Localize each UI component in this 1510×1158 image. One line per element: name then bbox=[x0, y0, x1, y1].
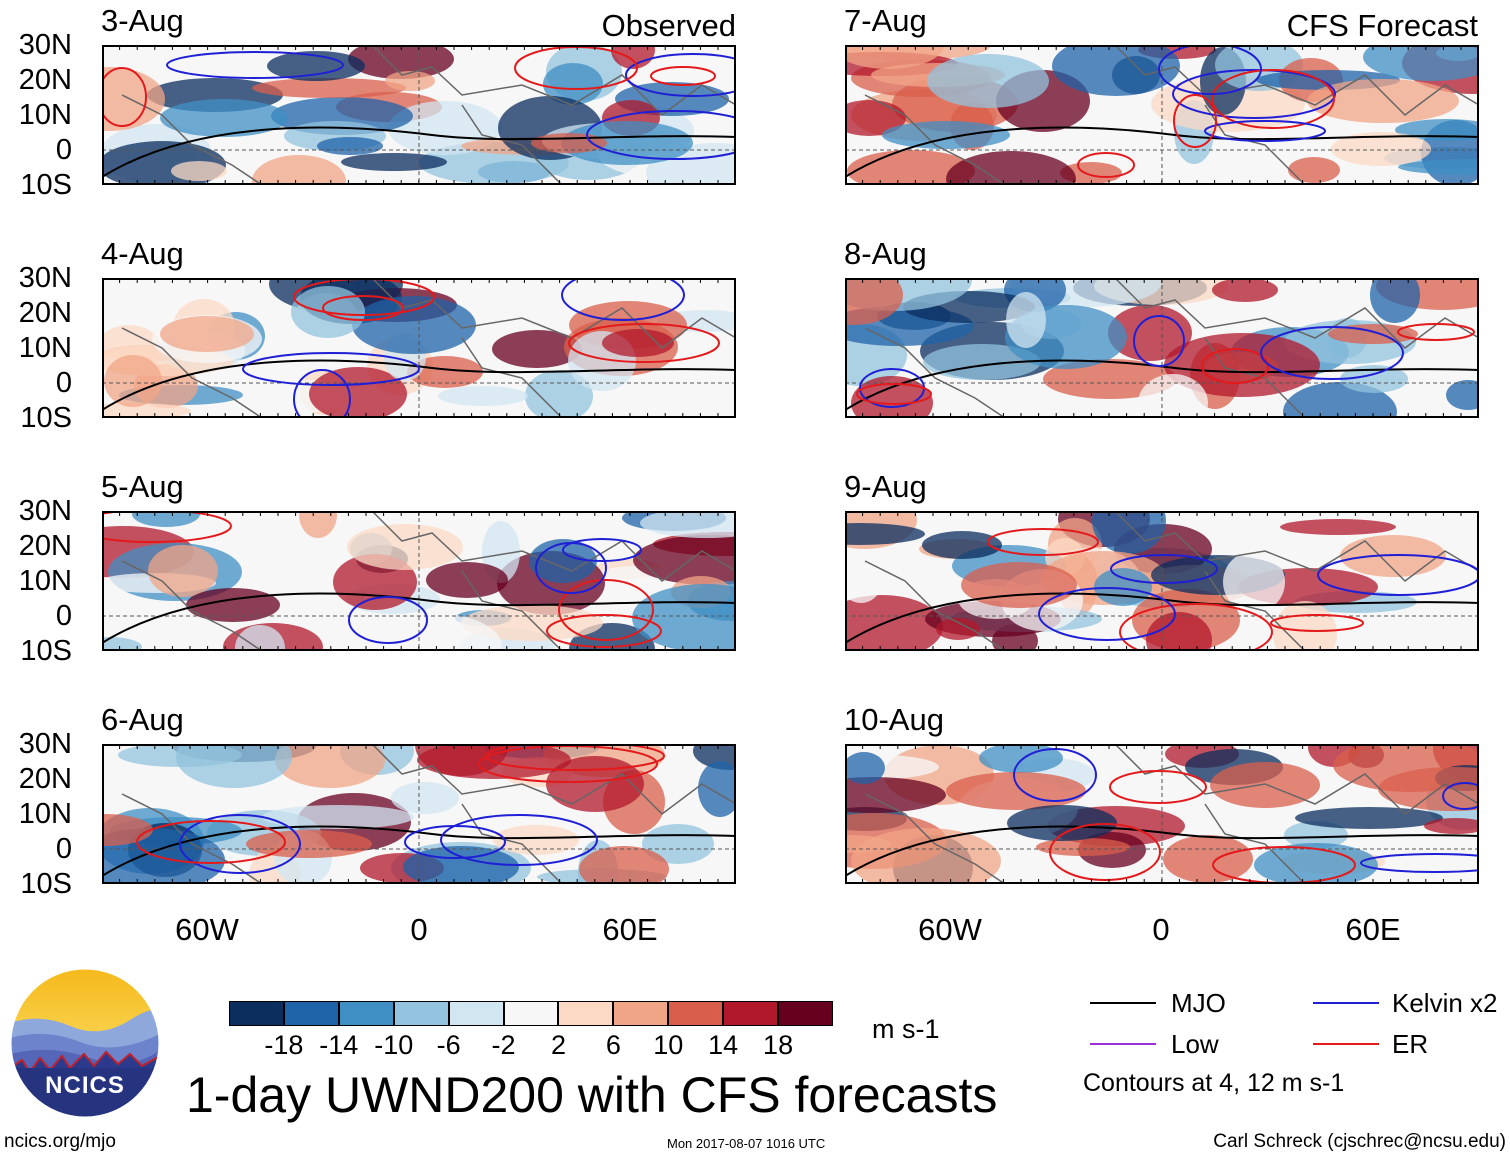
colorbar-swatch bbox=[283, 1001, 339, 1026]
logo-text: NCICS bbox=[45, 1072, 125, 1099]
colorbar-units: m s-1 bbox=[872, 1014, 940, 1044]
y-tick-label: 0 bbox=[55, 833, 72, 865]
ncics-logo: NCICS bbox=[10, 968, 160, 1118]
map-panel bbox=[102, 278, 736, 418]
colorbar-tick-label: -2 bbox=[491, 1030, 516, 1060]
map-panel bbox=[845, 278, 1479, 418]
y-tick-label: 30N bbox=[18, 262, 72, 294]
colorbar-swatch bbox=[613, 1001, 669, 1026]
footer-url: ncics.org/mjo bbox=[4, 1131, 116, 1152]
x-tick-60e-left: 60E bbox=[602, 912, 658, 947]
observed-label: Observed bbox=[601, 8, 736, 43]
panel-date-label: 10-Aug bbox=[844, 702, 944, 737]
y-tick-label: 10S bbox=[20, 868, 72, 900]
colorbar-tick-label: 10 bbox=[653, 1030, 684, 1060]
colorbar-swatch bbox=[448, 1001, 504, 1026]
y-tick-label: 0 bbox=[55, 600, 72, 632]
y-tick-label: 10N bbox=[18, 99, 72, 131]
legend-low-label: Low bbox=[1171, 1029, 1219, 1059]
y-tick-label: 20N bbox=[18, 530, 72, 562]
y-tick-label: 10S bbox=[20, 635, 72, 667]
colorbar-tick-label: -6 bbox=[436, 1030, 461, 1060]
legend-mjo-line bbox=[1090, 1002, 1156, 1004]
panel-date-label: 9-Aug bbox=[844, 469, 927, 504]
y-tick-label: 10N bbox=[18, 332, 72, 364]
map-panel bbox=[845, 511, 1479, 651]
chart-title: 1-day UWND200 with CFS forecasts bbox=[186, 1067, 998, 1123]
x-tick-60w-left: 60W bbox=[175, 912, 239, 947]
y-tick-label: 0 bbox=[55, 134, 72, 166]
legend-kelvin-line bbox=[1313, 1002, 1379, 1004]
y-tick-label: 10S bbox=[20, 402, 72, 434]
y-tick-label: 30N bbox=[18, 728, 72, 760]
x-tick-60e-right: 60E bbox=[1345, 912, 1401, 947]
legend-mjo-label: MJO bbox=[1171, 988, 1226, 1018]
legend-er-label: ER bbox=[1392, 1029, 1429, 1059]
y-tick-label: 30N bbox=[18, 495, 72, 527]
panel-date-label: 3-Aug bbox=[101, 3, 184, 38]
x-tick-0-left: 0 bbox=[410, 912, 428, 947]
colorbar-tick-label: -14 bbox=[319, 1030, 359, 1060]
panel-date-label: 4-Aug bbox=[101, 236, 184, 271]
cfs-forecast-label: CFS Forecast bbox=[1286, 8, 1478, 43]
y-tick-label: 20N bbox=[18, 763, 72, 795]
colorbar-swatch bbox=[778, 1001, 833, 1026]
panel-date-label: 6-Aug bbox=[101, 702, 184, 737]
colorbar-tick-label: 14 bbox=[708, 1030, 739, 1060]
footer-author: Carl Schreck (cjschrec@ncsu.edu) bbox=[1213, 1131, 1506, 1152]
map-panel bbox=[102, 45, 736, 185]
map-panel bbox=[845, 744, 1479, 884]
colorbar-swatch bbox=[503, 1001, 559, 1026]
legend-note: Contours at 4, 12 m s-1 bbox=[1083, 1069, 1345, 1097]
colorbar-tick-label: -10 bbox=[374, 1030, 414, 1060]
colorbar-swatch bbox=[558, 1001, 614, 1026]
x-tick-60w-right: 60W bbox=[918, 912, 982, 947]
y-tick-label: 10N bbox=[18, 565, 72, 597]
legend-low-line bbox=[1090, 1043, 1156, 1045]
panel-date-label: 5-Aug bbox=[101, 469, 184, 504]
panel-date-label: 8-Aug bbox=[844, 236, 927, 271]
legend-er-line bbox=[1313, 1043, 1379, 1045]
colorbar-tick-label: -18 bbox=[264, 1030, 304, 1060]
y-tick-label: 10N bbox=[18, 798, 72, 830]
colorbar-swatch bbox=[668, 1001, 724, 1026]
y-tick-label: 0 bbox=[55, 367, 72, 399]
y-tick-label: 10S bbox=[20, 169, 72, 201]
x-tick-0-right: 0 bbox=[1152, 912, 1170, 947]
map-panel bbox=[102, 511, 736, 651]
colorbar-swatch bbox=[393, 1001, 449, 1026]
map-panel bbox=[102, 744, 736, 884]
colorbar-swatch bbox=[338, 1001, 394, 1026]
colorbar bbox=[229, 1001, 833, 1026]
y-tick-label: 30N bbox=[18, 29, 72, 61]
colorbar-tick-label: 6 bbox=[605, 1030, 621, 1060]
colorbar-tick-label: 18 bbox=[763, 1030, 794, 1060]
colorbar-swatch bbox=[723, 1001, 779, 1026]
footer-timestamp: Mon 2017-08-07 1016 UTC bbox=[667, 1136, 826, 1151]
map-panel bbox=[845, 45, 1479, 185]
legend-kelvin-label: Kelvin x2 bbox=[1392, 988, 1498, 1018]
colorbar-swatch bbox=[229, 1001, 284, 1026]
y-tick-label: 20N bbox=[18, 64, 72, 96]
y-tick-label: 20N bbox=[18, 297, 72, 329]
panel-date-label: 7-Aug bbox=[844, 3, 927, 38]
colorbar-tick-label: 2 bbox=[550, 1030, 566, 1060]
